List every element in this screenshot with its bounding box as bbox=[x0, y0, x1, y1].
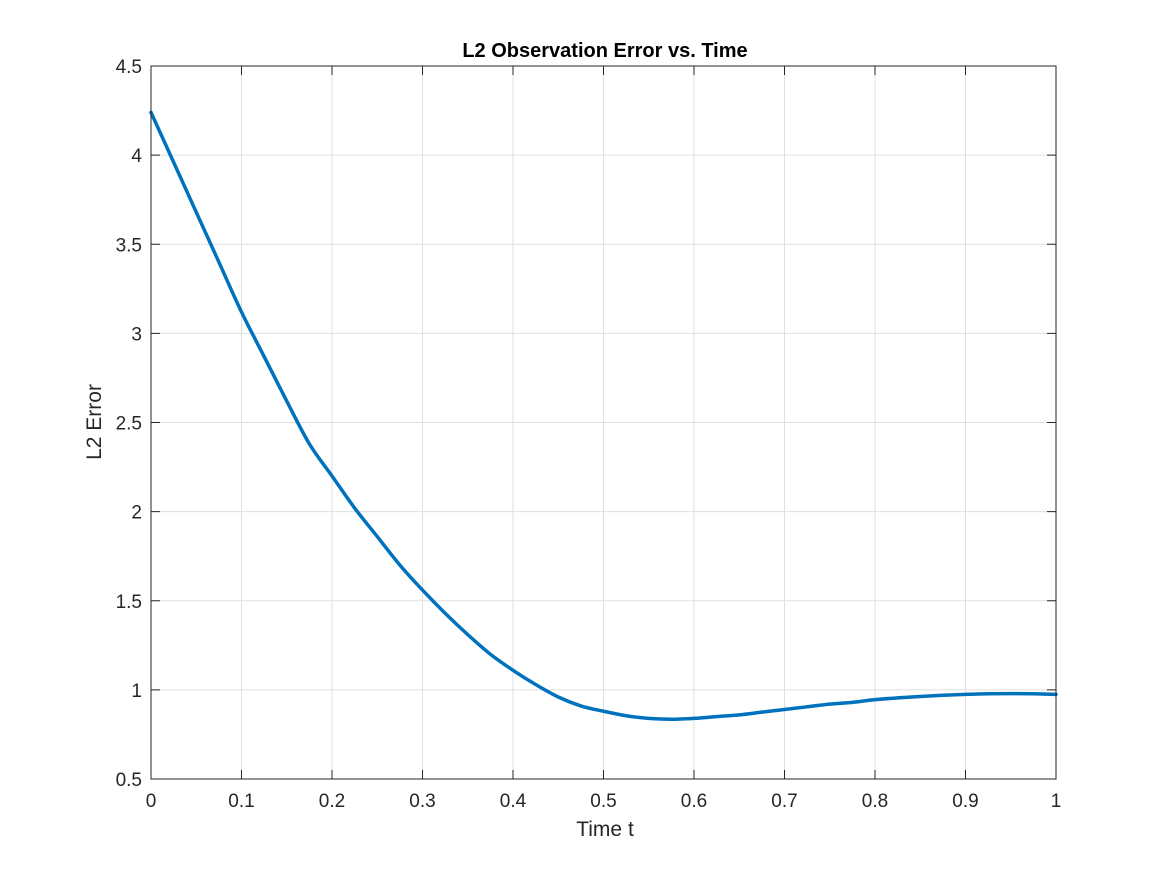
y-tick-label: 1 bbox=[131, 681, 142, 702]
x-tick-label: 1 bbox=[1051, 791, 1062, 812]
x-tick-label: 0.6 bbox=[681, 791, 707, 812]
x-tick-label: 0.8 bbox=[862, 791, 888, 812]
y-tick-label: 3.5 bbox=[116, 235, 142, 256]
y-tick-label: 1.5 bbox=[116, 592, 142, 613]
x-tick-label: 0.3 bbox=[409, 791, 435, 812]
y-tick-label: 2.5 bbox=[116, 414, 142, 435]
x-tick-label: 0 bbox=[146, 791, 157, 812]
x-tick-label: 0.9 bbox=[952, 791, 978, 812]
l2-error-series-line bbox=[149, 110, 1058, 722]
x-tick-label: 0.7 bbox=[771, 791, 797, 812]
x-tick-label: 0.1 bbox=[228, 791, 254, 812]
y-axis-title: L2 Error bbox=[83, 384, 106, 460]
x-tick-label: 0.2 bbox=[319, 791, 345, 812]
tick-labels: 0 0.1 0.2 0.3 0.4 0.5 0.6 0.7 0.8 0.9 1 0.5 1 1.5 2 2.5… bbox=[116, 57, 1062, 812]
y-tick-label: 3 bbox=[131, 324, 142, 345]
x-tick-label: 0.5 bbox=[590, 791, 616, 812]
x-axis-title: Time t bbox=[576, 818, 634, 841]
y-tick-label: 4 bbox=[131, 146, 142, 167]
x-tick-label: 0.4 bbox=[500, 791, 527, 812]
y-tick-label: 2 bbox=[131, 503, 142, 524]
chart-title: L2 Observation Error vs. Time bbox=[462, 40, 747, 62]
axis-ticks bbox=[150, 65, 1057, 780]
y-tick-label: 0.5 bbox=[116, 770, 142, 791]
y-tick-label: 4.5 bbox=[116, 57, 142, 78]
